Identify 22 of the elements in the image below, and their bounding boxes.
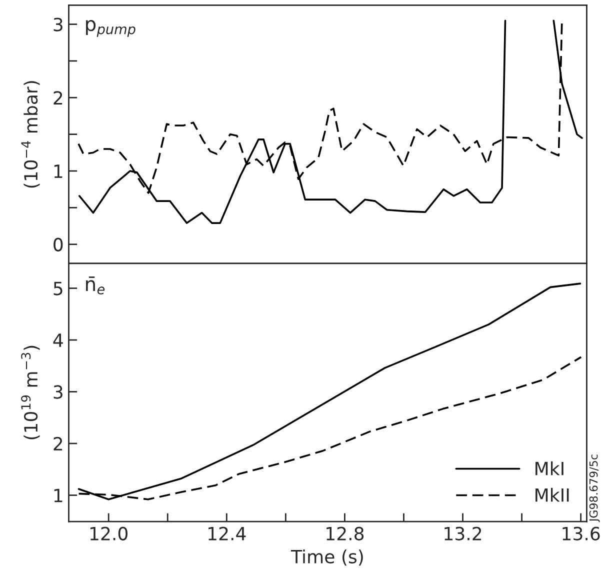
x-tick-label: 12.4	[208, 526, 246, 540]
legend-label: MkI	[536, 461, 564, 476]
y-tick-label: 4	[53, 334, 63, 347]
y-tick-label: 3	[54, 18, 62, 32]
y-tick-label: 1	[54, 488, 62, 502]
legend-label: MkII	[536, 488, 569, 502]
y-axis-title: (10$^{−4}$ mbar)	[21, 81, 40, 188]
y-tick-label: 1	[54, 164, 62, 178]
y-tick-label: 0	[54, 238, 63, 252]
text: p$_{pump}$	[86, 20, 136, 37]
y-tick-label: 2	[54, 436, 62, 450]
y-tick-label: 5	[54, 282, 62, 296]
x-tick-label: 12.8	[326, 526, 364, 540]
y-tick-label: 2	[54, 91, 62, 104]
x-axis-title: Time (s)	[290, 550, 363, 566]
x-tick-label: 13.2	[444, 526, 482, 540]
x-tick-label: 13.6	[562, 526, 600, 540]
x-tick-label: 12.0	[90, 526, 128, 540]
text: JG98.679/5c	[589, 454, 600, 522]
text: n̄$_{e}$	[86, 276, 105, 294]
y-tick-label: 3	[54, 385, 62, 399]
y-axis-title: (10$^{19}$ m$^{−3}$)	[21, 346, 40, 440]
